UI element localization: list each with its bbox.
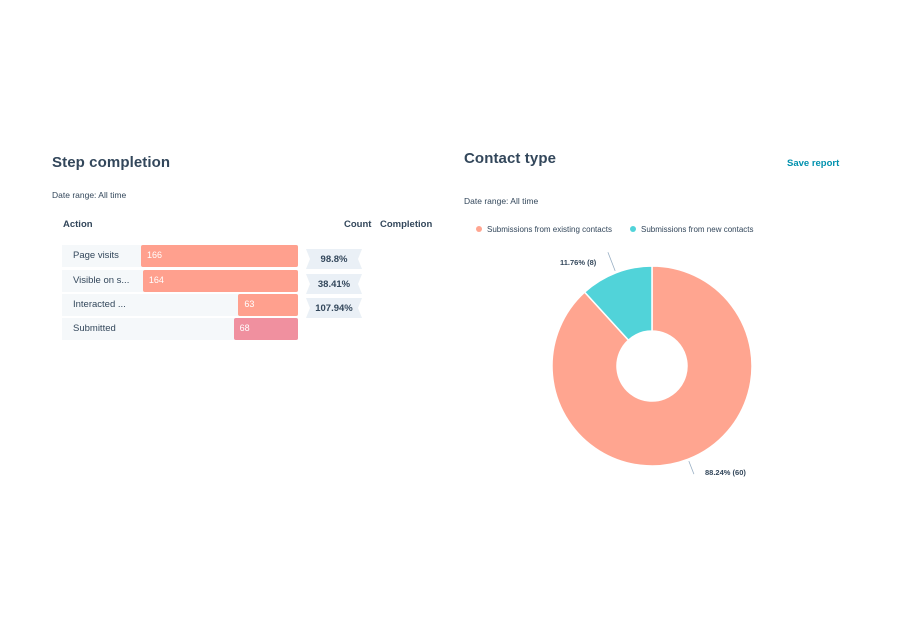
legend-dot-icon xyxy=(630,226,636,232)
contact-type-title: Contact type xyxy=(464,150,557,167)
funnel-row-label: Page visits xyxy=(73,250,119,261)
funnel-bar[interactable]: 164 xyxy=(142,270,298,292)
chevron-shape xyxy=(306,249,362,269)
legend-dot-icon xyxy=(476,226,482,232)
funnel-row[interactable]: Submitted 68 xyxy=(62,318,298,340)
save-report-button[interactable]: Save report xyxy=(787,158,840,169)
leader-line-existing xyxy=(688,460,695,475)
pie-slice-existing[interactable] xyxy=(551,265,753,467)
funnel-bar-value: 68 xyxy=(239,323,250,333)
count-header: Count xyxy=(344,219,372,230)
pie-slice-new[interactable] xyxy=(583,265,653,342)
step-completion-panel: Step completion Date range: All time Act… xyxy=(52,150,442,350)
completion-chevron: 98.8% xyxy=(306,249,362,269)
leader-line-new xyxy=(607,252,616,272)
funnel-row-label: Visible on s... xyxy=(73,275,130,286)
funnel-bar-value: 164 xyxy=(148,275,164,285)
funnel-row[interactable]: Page visits 166 xyxy=(62,245,298,267)
funnel-row[interactable]: Visible on s... 164 xyxy=(62,270,298,292)
completion-rate: 38.41% xyxy=(317,279,351,290)
chevron-shape xyxy=(306,274,362,294)
contact-type-date-range: Date range: All time xyxy=(464,196,539,206)
funnel-row-label: Interacted ... xyxy=(73,299,126,310)
step-completion-date-range: Date range: All time xyxy=(52,190,127,200)
step-completion-title: Step completion xyxy=(52,154,171,171)
completion-rate: 107.94% xyxy=(315,303,353,314)
legend-label: Submissions from new contacts xyxy=(641,225,754,234)
contact-type-panel: Contact type Save report Date range: All… xyxy=(464,146,864,496)
slice-label-new: 11.76% (8) xyxy=(560,258,597,267)
funnel-bar[interactable]: 68 xyxy=(233,318,298,340)
action-header: Action xyxy=(63,219,93,230)
chevron-shape xyxy=(306,298,362,318)
completion-chevron: 38.41% xyxy=(306,274,362,294)
legend-item-new[interactable]: Submissions from new contacts xyxy=(630,225,754,234)
completion-rate: 98.8% xyxy=(320,254,348,265)
funnel-bar[interactable]: 166 xyxy=(141,245,298,267)
funnel-bar[interactable]: 63 xyxy=(238,294,298,316)
funnel-row-label: Submitted xyxy=(73,323,116,334)
funnel-row[interactable]: Interacted ... 63 xyxy=(62,294,298,316)
donut-chart xyxy=(551,252,753,475)
funnel-bar-value: 166 xyxy=(147,250,163,260)
slice-label-existing: 88.24% (60) xyxy=(705,468,746,477)
funnel-bar-value: 63 xyxy=(244,299,255,309)
legend-item-existing[interactable]: Submissions from existing contacts xyxy=(476,225,612,234)
legend-label: Submissions from existing contacts xyxy=(487,225,612,234)
completion-header: Completion xyxy=(380,219,433,230)
completion-chevron: 107.94% xyxy=(306,298,362,318)
